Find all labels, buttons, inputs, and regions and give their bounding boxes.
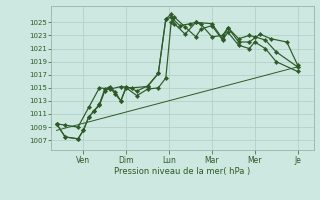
X-axis label: Pression niveau de la mer( hPa ): Pression niveau de la mer( hPa ) [114, 167, 251, 176]
